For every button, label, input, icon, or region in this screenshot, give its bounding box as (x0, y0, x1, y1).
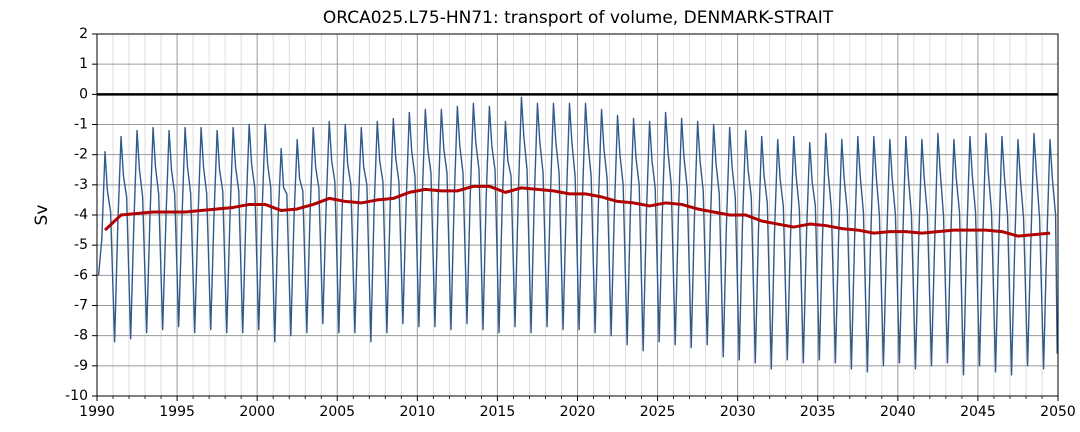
y-tick-label: -10 (65, 388, 88, 404)
x-tick-label: 2005 (319, 404, 355, 420)
chart-title: ORCA025.L75-HN71: transport of volume, D… (323, 8, 834, 28)
y-tick-label: 1 (79, 56, 88, 72)
y-tick-label: -5 (74, 237, 88, 253)
y-tick-label: -2 (74, 147, 88, 163)
plot-frame (96, 33, 1059, 397)
y-tick-label: -4 (74, 207, 88, 223)
x-tick-label: 2050 (1040, 404, 1076, 420)
y-tick-label: 0 (79, 86, 88, 102)
y-tick-label: -9 (74, 358, 88, 374)
x-tick-label: 1995 (159, 404, 195, 420)
y-tick-label: -1 (74, 117, 88, 133)
x-tick-label: 2030 (720, 404, 756, 420)
x-tick-label: 2040 (880, 404, 916, 420)
series-line (97, 96, 1058, 376)
x-tick-label: 1990 (79, 404, 115, 420)
x-tick-label: 2015 (480, 404, 516, 420)
x-tick-label: 2035 (800, 404, 836, 420)
x-tick-label: 2045 (960, 404, 996, 420)
y-tick-label: -6 (74, 267, 88, 283)
x-tick-label: 2020 (560, 404, 596, 420)
x-tick-label: 2025 (640, 404, 676, 420)
y-tick-label: 2 (79, 26, 88, 42)
x-tick-label: 2010 (400, 404, 436, 420)
x-tick-label: 2000 (239, 404, 275, 420)
series-line (103, 184, 1051, 238)
y-tick-label: -8 (74, 328, 88, 344)
y-tick-label: -3 (74, 177, 88, 193)
y-tick-label: -7 (74, 298, 88, 314)
y-axis-label: Sv (32, 205, 52, 226)
